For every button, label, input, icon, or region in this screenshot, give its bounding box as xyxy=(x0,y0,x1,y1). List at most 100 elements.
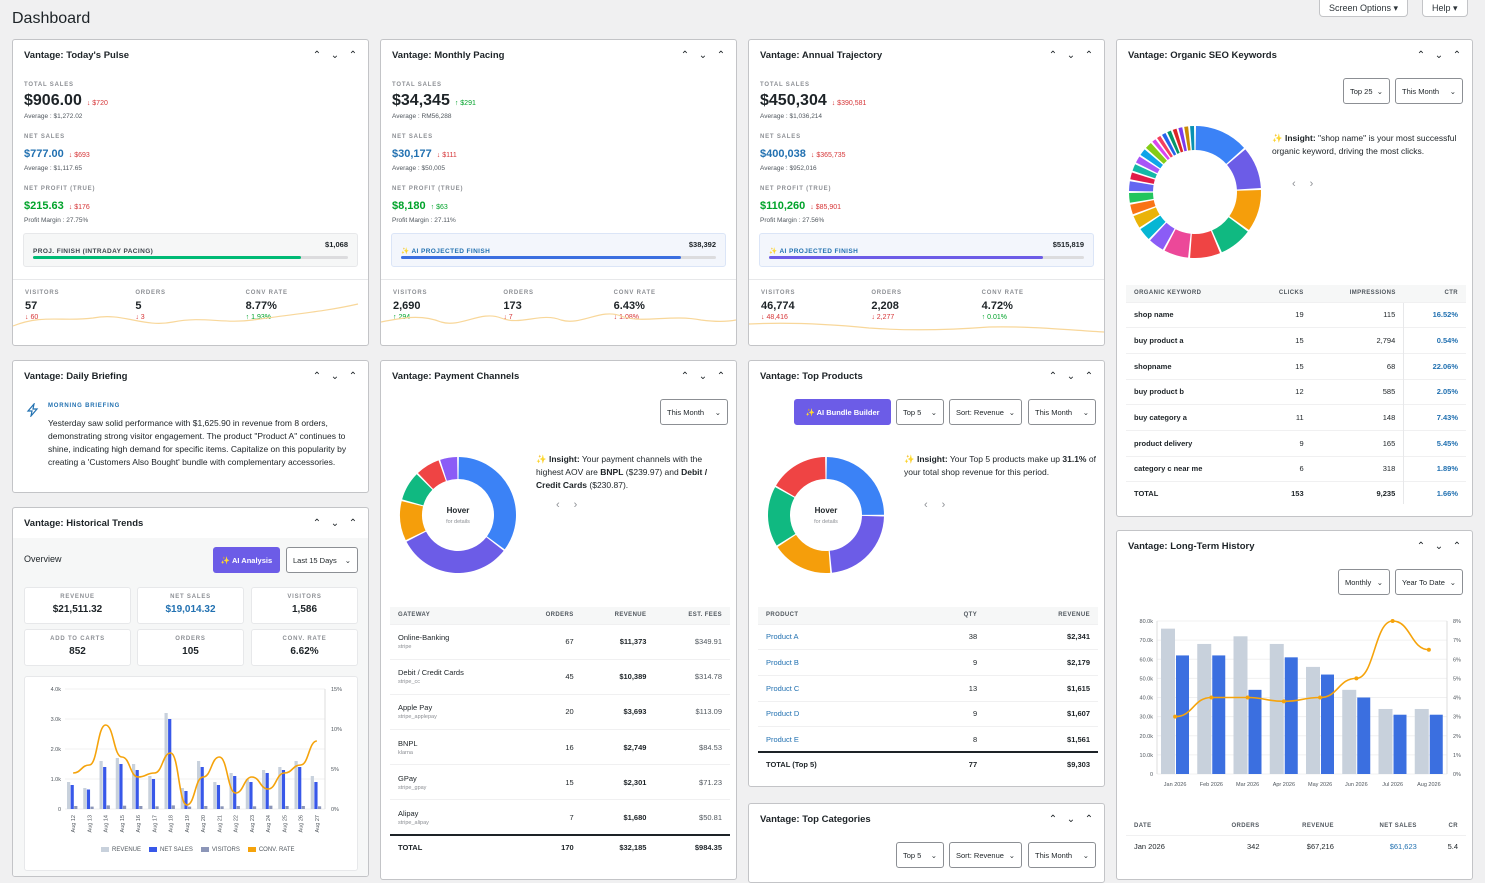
bar-net-sales[interactable] xyxy=(1429,714,1443,774)
conv-rate-point[interactable] xyxy=(1390,619,1395,623)
bar-revenue[interactable] xyxy=(1342,689,1357,774)
product-link[interactable]: Product A xyxy=(766,632,799,642)
donut-slice[interactable] xyxy=(1167,130,1180,154)
top-select[interactable]: Top 25 ⌄ xyxy=(1343,78,1390,104)
bar-visitors[interactable] xyxy=(155,806,159,809)
donut-slice[interactable] xyxy=(1162,132,1177,156)
bar-visitors[interactable] xyxy=(171,805,175,809)
bar-revenue[interactable] xyxy=(1306,666,1320,774)
collapse-icon[interactable]: ⌃ xyxy=(348,370,358,382)
move-down-icon[interactable]: ⌄ xyxy=(1066,49,1076,61)
period-select[interactable]: Year To Date ⌄ xyxy=(1395,569,1463,595)
donut-slice[interactable] xyxy=(1190,230,1221,258)
collapse-icon[interactable]: ⌃ xyxy=(348,49,358,61)
donut-slice[interactable] xyxy=(406,531,504,573)
donut-slice[interactable] xyxy=(1152,139,1170,160)
bar-revenue[interactable] xyxy=(132,764,136,809)
bar-visitors[interactable] xyxy=(285,806,289,809)
donut-slice[interactable] xyxy=(1157,135,1173,158)
bar-net-sales[interactable] xyxy=(135,770,139,809)
collapse-icon[interactable]: ⌃ xyxy=(1452,540,1462,552)
bar-net-sales[interactable] xyxy=(1393,714,1407,774)
next-arrow-icon[interactable]: › xyxy=(573,499,578,511)
bar-net-sales[interactable] xyxy=(119,764,123,809)
bar-revenue[interactable] xyxy=(83,788,87,809)
bar-revenue[interactable] xyxy=(1414,708,1429,774)
donut-slice[interactable] xyxy=(1184,126,1191,151)
period-select[interactable]: This Month ⌄ xyxy=(1028,399,1096,425)
prev-arrow-icon[interactable]: ‹ xyxy=(924,499,928,511)
bar-revenue[interactable] xyxy=(1233,636,1248,774)
bar-net-sales[interactable] xyxy=(151,779,156,809)
donut-slice[interactable] xyxy=(768,487,796,546)
bar-net-sales[interactable] xyxy=(1248,689,1262,774)
bar-visitors[interactable] xyxy=(106,805,110,809)
donut-slice[interactable] xyxy=(1133,207,1160,228)
donut-slice[interactable] xyxy=(400,501,426,541)
products-donut-chart[interactable]: Hover for details xyxy=(764,453,888,577)
bar-net-sales[interactable] xyxy=(265,773,269,809)
bar-revenue[interactable] xyxy=(148,776,152,809)
collapse-icon[interactable]: ⌃ xyxy=(1084,49,1094,61)
donut-slice[interactable] xyxy=(1132,164,1157,179)
bar-net-sales[interactable] xyxy=(1212,655,1226,774)
bar-net-sales[interactable] xyxy=(200,767,204,809)
donut-slice[interactable] xyxy=(440,457,458,481)
conv-rate-point[interactable] xyxy=(1354,676,1359,681)
collapse-icon[interactable]: ⌃ xyxy=(1084,370,1094,382)
donut-slice[interactable] xyxy=(777,534,831,573)
next-arrow-icon[interactable]: › xyxy=(1309,178,1314,190)
donut-slice[interactable] xyxy=(1150,222,1175,250)
sort-select[interactable]: Sort: Revenue ⌄ xyxy=(949,842,1022,868)
conv-rate-point[interactable] xyxy=(1281,699,1286,704)
period-select[interactable]: Last 15 Days ⌄ xyxy=(286,547,358,573)
donut-slice[interactable] xyxy=(1135,156,1160,174)
collapse-icon[interactable]: ⌃ xyxy=(1084,813,1094,825)
sort-select[interactable]: Sort: Revenue ⌄ xyxy=(949,399,1022,425)
conv-rate-point[interactable] xyxy=(1173,714,1178,719)
donut-slice[interactable] xyxy=(776,457,826,497)
move-down-icon[interactable]: ⌄ xyxy=(1066,813,1076,825)
bar-revenue[interactable] xyxy=(262,770,266,809)
bar-revenue[interactable] xyxy=(294,761,298,809)
bar-net-sales[interactable] xyxy=(298,767,302,809)
donut-slice[interactable] xyxy=(402,474,433,506)
donut-slice[interactable] xyxy=(1229,190,1261,230)
donut-slice[interactable] xyxy=(1140,149,1163,169)
donut-slice[interactable] xyxy=(826,457,884,515)
donut-slice[interactable] xyxy=(1195,126,1245,164)
bar-revenue[interactable] xyxy=(164,713,168,809)
move-up-icon[interactable]: ⌃ xyxy=(1048,370,1058,382)
top-select[interactable]: Top 5 ⌄ xyxy=(896,399,944,425)
bar-revenue[interactable] xyxy=(245,779,249,809)
bar-revenue[interactable] xyxy=(310,776,314,809)
donut-slice[interactable] xyxy=(1178,127,1187,152)
bar-visitors[interactable] xyxy=(139,806,143,809)
bar-revenue[interactable] xyxy=(197,761,201,809)
product-link[interactable]: Product D xyxy=(766,709,800,719)
period-select[interactable]: This Month ⌄ xyxy=(1395,78,1463,104)
move-down-icon[interactable]: ⌄ xyxy=(330,517,340,529)
bar-net-sales[interactable] xyxy=(184,791,188,809)
move-down-icon[interactable]: ⌄ xyxy=(698,49,708,61)
product-link[interactable]: Product E xyxy=(766,734,799,744)
conv-rate-point[interactable] xyxy=(1318,695,1323,700)
conv-rate-point[interactable] xyxy=(1209,695,1214,700)
donut-slice[interactable] xyxy=(1212,217,1248,253)
collapse-icon[interactable]: ⌃ xyxy=(1452,49,1462,61)
historical-chart[interactable]: 0 1.0k 2.0k 3.0k 4.0k 0% 5% 10% 15% Aug 12 Aug 13 A… xyxy=(25,677,359,872)
move-up-icon[interactable]: ⌃ xyxy=(680,49,690,61)
move-down-icon[interactable]: ⌄ xyxy=(1066,370,1076,382)
bar-revenue[interactable] xyxy=(1161,628,1175,774)
donut-slice[interactable] xyxy=(1172,128,1184,153)
bar-visitors[interactable] xyxy=(269,805,273,809)
bar-revenue[interactable] xyxy=(67,782,71,809)
donut-slice[interactable] xyxy=(1129,181,1154,192)
bar-revenue[interactable] xyxy=(1197,643,1212,774)
longterm-chart[interactable]: 0 10.0k 20.0k 30.0k 40.0k 50.0k 60.0k 70.0k 80.0… xyxy=(1117,609,1473,799)
bar-revenue[interactable] xyxy=(213,782,217,809)
move-down-icon[interactable]: ⌄ xyxy=(330,49,340,61)
bar-net-sales[interactable] xyxy=(86,789,91,810)
bar-net-sales[interactable] xyxy=(1357,697,1371,775)
bar-net-sales[interactable] xyxy=(168,719,172,809)
